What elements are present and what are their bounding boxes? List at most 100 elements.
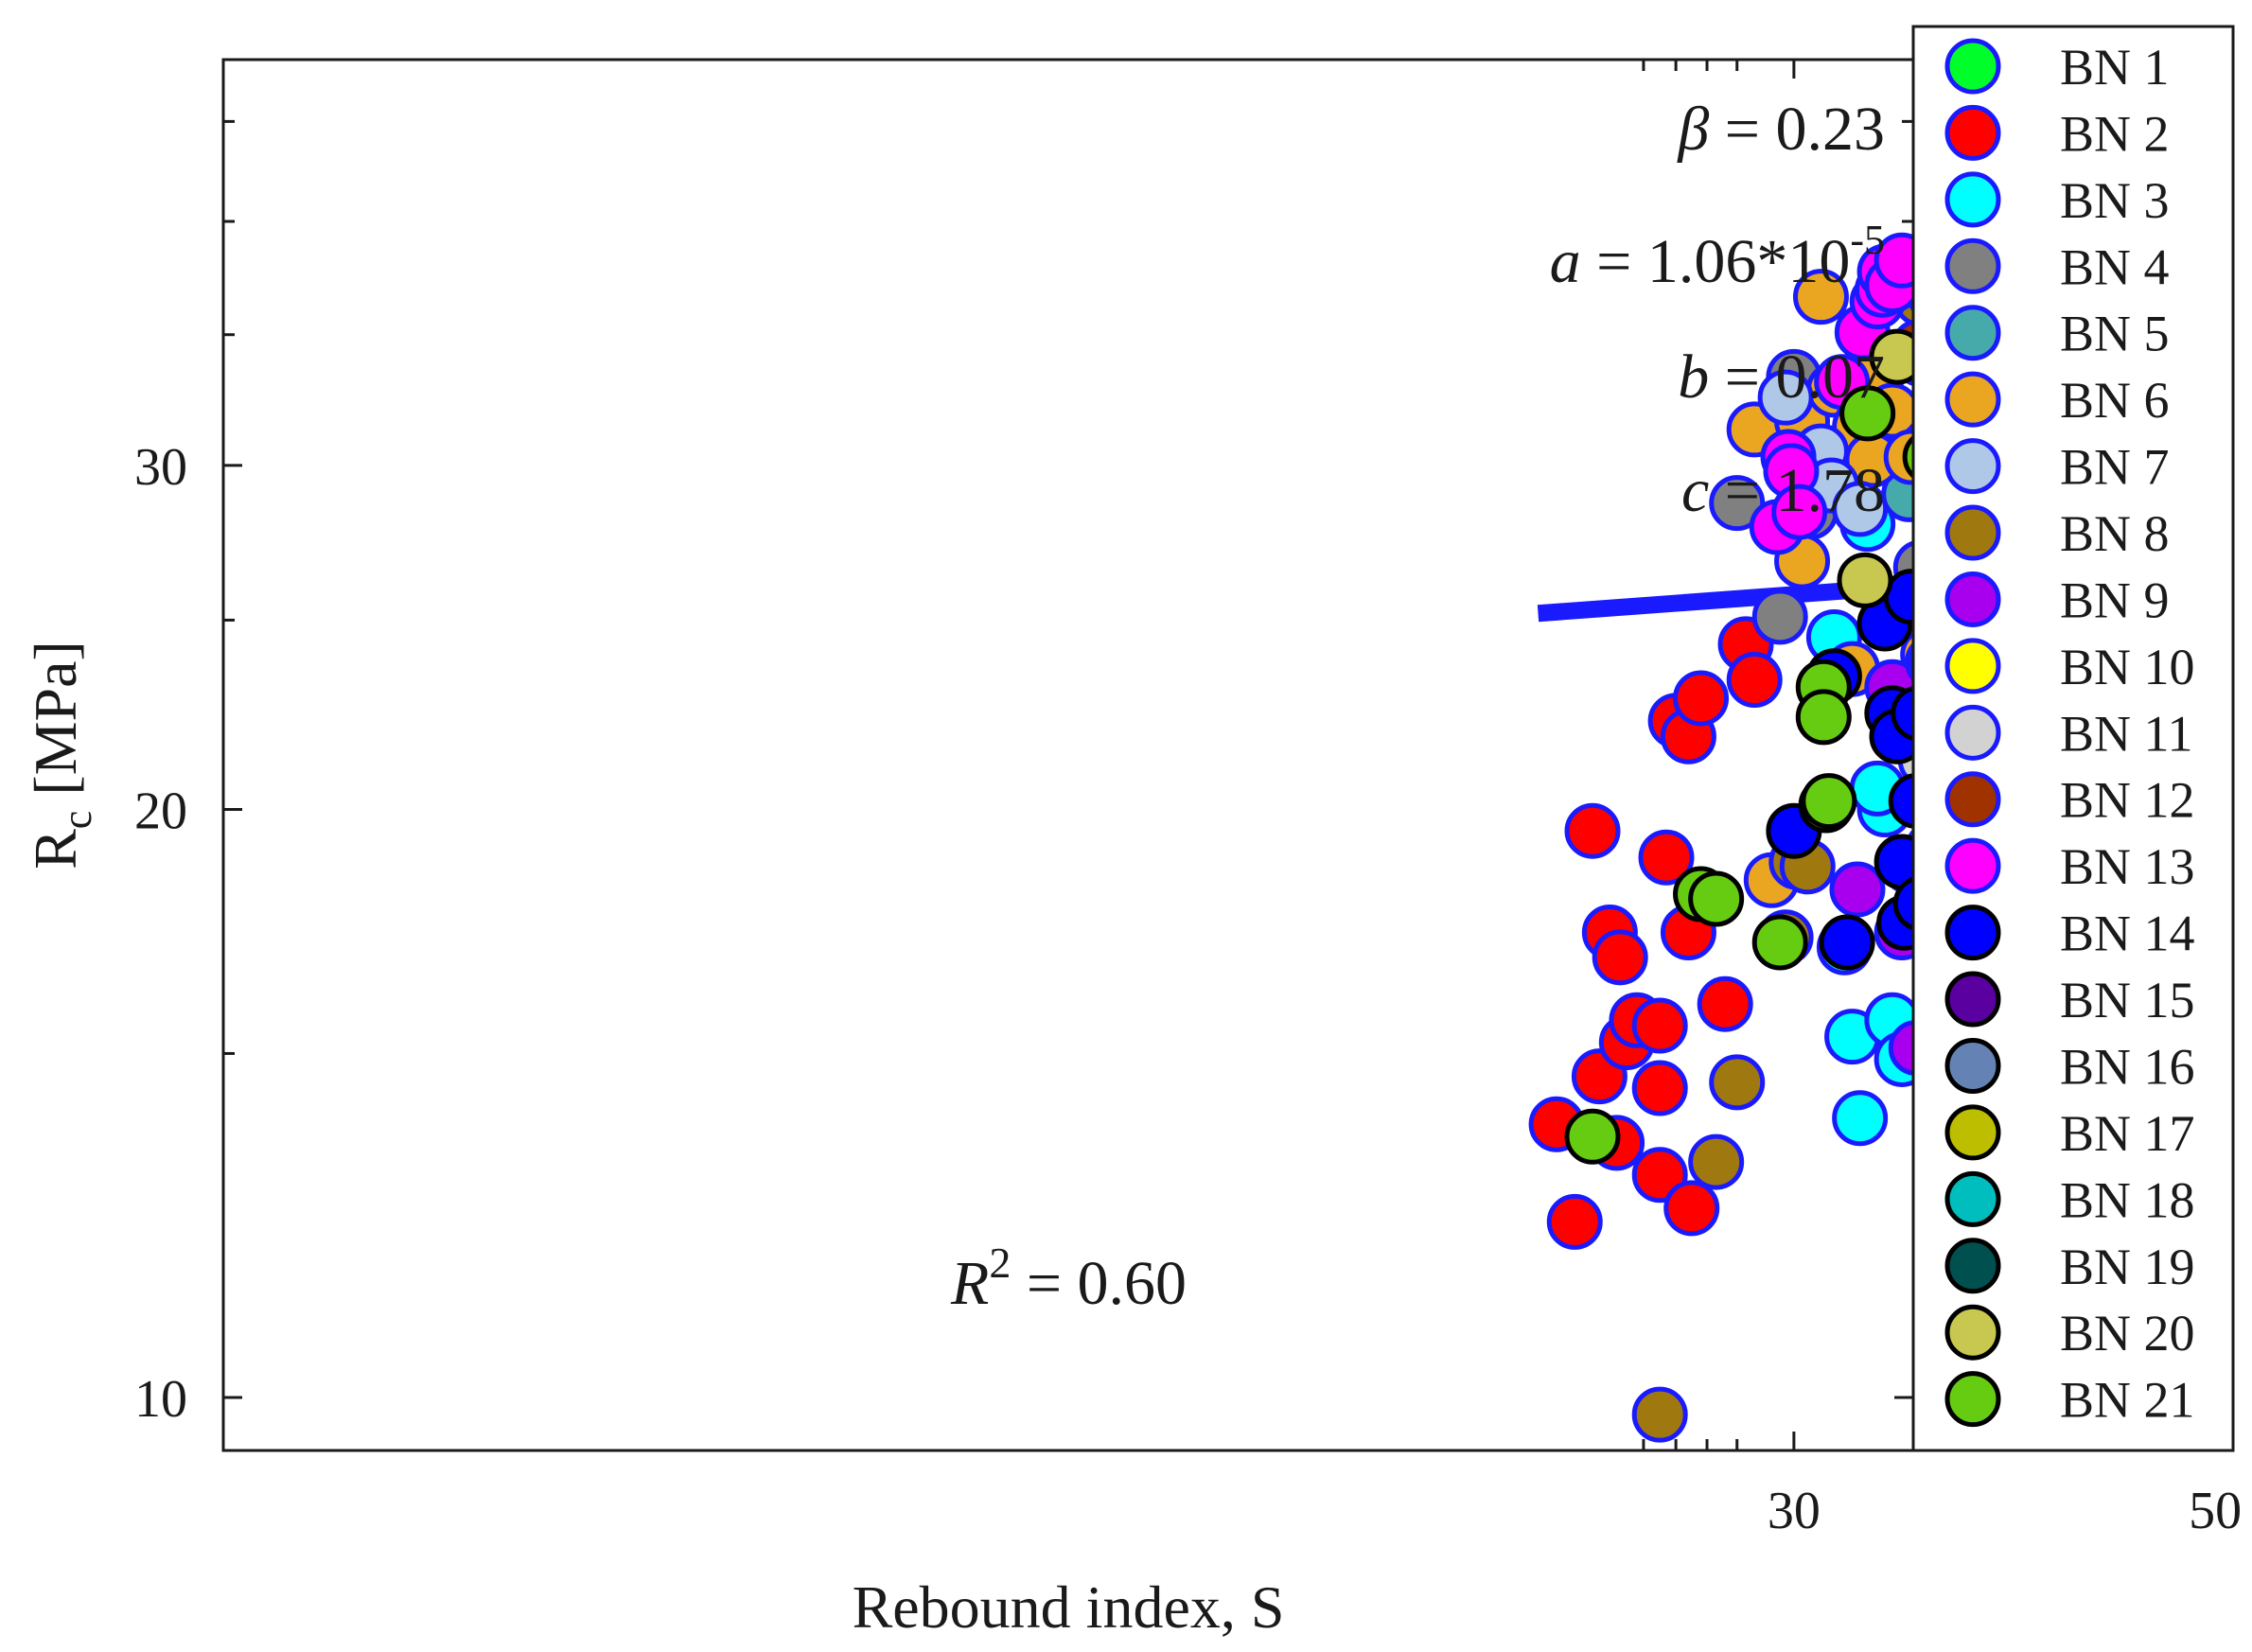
legend-label-bn-8: BN 8	[2060, 505, 2170, 562]
y-axis-label-subscript: c	[54, 811, 100, 830]
point-bn-2	[1546, 1193, 1603, 1250]
legend-label-bn-20: BN 20	[2060, 1305, 2195, 1362]
legend-marker-bn-11	[1944, 704, 2001, 761]
legend-marker-bn-14	[1944, 905, 2001, 961]
legend-marker-bn-20	[1944, 1304, 2001, 1361]
annotation-r2-exponent: 2	[989, 1239, 1011, 1287]
annotation-a-exponent: -5	[1850, 217, 1885, 263]
annotation-b: b = 0.07	[1678, 343, 1885, 412]
point-bn-2	[1726, 652, 1783, 709]
point-bn-9	[1829, 861, 1886, 918]
x-axis-label: Rebound index, S	[853, 1573, 1285, 1641]
point-bn-2	[1631, 1147, 1688, 1204]
point-bn-3	[1832, 1090, 1889, 1147]
annotation-r2-symbol: R	[950, 1249, 989, 1318]
legend-label-bn-6: BN 6	[2060, 372, 2170, 429]
y-tick-label: 30	[134, 438, 187, 497]
annotation-r2-text: = 0.60	[1011, 1249, 1187, 1318]
legend-label-bn-5: BN 5	[2060, 306, 2170, 362]
legend-label-bn-7: BN 7	[2060, 439, 2170, 496]
point-bn-21	[1801, 773, 1857, 830]
legend-label-bn-3: BN 3	[2060, 172, 2170, 229]
point-bn-7	[1757, 369, 1814, 426]
annotation-c-symbol: c	[1681, 456, 1709, 525]
legend-label-bn-17: BN 17	[2060, 1105, 2195, 1162]
legend-label-bn-1: BN 1	[2060, 39, 2170, 96]
point-bn-14	[1891, 685, 1913, 741]
legend-marker-bn-2	[1944, 104, 2001, 161]
point-bn-20	[1837, 552, 1893, 608]
annotation-a-text: = 1.06*10	[1581, 227, 1851, 296]
y-axis-label: Rc [MPa]	[22, 641, 100, 870]
legend-marker-bn-5	[1944, 305, 2001, 361]
legend-label-bn-2: BN 2	[2060, 105, 2170, 162]
annotation-a: a = 1.06*10-5	[1550, 217, 1885, 296]
annotation-b-text: = 0.07	[1709, 343, 1885, 412]
legend-marker-bn-12	[1944, 771, 2001, 828]
data-points	[1528, 232, 1913, 1443]
point-bn-2	[1673, 670, 1730, 727]
legend-marker-bn-13	[1944, 837, 2001, 894]
point-bn-2	[1697, 975, 1753, 1032]
legend-label-bn-14: BN 14	[2060, 905, 2195, 962]
annotation-c: c = 1.78	[1681, 456, 1885, 525]
legend-marker-bn-15	[1944, 971, 2001, 1028]
point-bn-4	[1751, 589, 1808, 645]
legend-label-bn-12: BN 12	[2060, 772, 2195, 829]
legend-label-bn-21: BN 21	[2060, 1372, 2195, 1429]
legend-marker-bn-9	[1944, 571, 2001, 627]
legend-marker-bn-8	[1944, 504, 2001, 561]
point-bn-2	[1638, 829, 1695, 886]
legend-label-bn-19: BN 19	[2060, 1239, 2195, 1295]
point-bn-21	[1564, 1108, 1621, 1165]
legend: BN 1 BN 2 BN 3 BN 4 BN 5 BN 6 BN 7 BN 8 BN 9 BN 1…	[1944, 38, 2195, 1429]
legend-marker-bn-17	[1944, 1104, 2001, 1161]
legend-marker-bn-6	[1944, 371, 2001, 428]
y-tick-label: 10	[134, 1370, 187, 1429]
point-bn-8	[1709, 1054, 1766, 1111]
point-bn-7	[1832, 481, 1889, 537]
point-bn-2	[1564, 802, 1621, 859]
legend-marker-bn-7	[1944, 438, 2001, 495]
legend-label-bn-18: BN 18	[2060, 1171, 2195, 1228]
annotation-beta-text: = 0.23	[1709, 95, 1885, 164]
point-bn-9	[1888, 1020, 1913, 1076]
legend-label-bn-16: BN 16	[2060, 1038, 2195, 1095]
point-bn-14	[1892, 876, 1913, 931]
annotation-r-squared: R2 = 0.60	[950, 1239, 1187, 1318]
point-bn-8	[1688, 1134, 1745, 1190]
legend-label-bn-9: BN 9	[2060, 571, 2170, 628]
annotation-b-symbol: b	[1678, 343, 1709, 412]
y-axis-label-main: R	[22, 829, 89, 870]
legend-label-bn-15: BN 15	[2060, 972, 2195, 1028]
point-bn-8	[1631, 1386, 1688, 1443]
point-bn-14	[1888, 773, 1913, 829]
point-bn-21	[1795, 689, 1852, 746]
point-bn-13	[1771, 483, 1828, 540]
legend-marker-bn-16	[1944, 1037, 2001, 1094]
point-bn-14	[1819, 914, 1875, 971]
point-bn-6	[1792, 269, 1849, 325]
legend-label-bn-11: BN 11	[2060, 705, 2193, 762]
point-bn-2	[1592, 929, 1648, 986]
point-bn-20	[1869, 328, 1913, 385]
legend-marker-bn-10	[1944, 638, 2001, 694]
legend-marker-bn-1	[1944, 38, 2001, 95]
point-bn-2	[1631, 1060, 1688, 1116]
legend-marker-bn-3	[1944, 171, 2001, 228]
annotation-beta-symbol: β	[1676, 95, 1709, 164]
x-tick-label: 30	[1768, 1482, 1821, 1540]
x-tick-label: 50	[2189, 1482, 2242, 1540]
legend-label-bn-10: BN 10	[2060, 639, 2195, 695]
annotation-beta: β = 0.23	[1676, 95, 1885, 164]
annotation-a-symbol: a	[1550, 227, 1581, 296]
point-bn-4	[1709, 475, 1766, 532]
legend-marker-bn-21	[1944, 1371, 2001, 1428]
legend-marker-bn-4	[1944, 237, 2001, 294]
axis-tick-labels: 3050100102030	[134, 438, 2242, 1540]
point-bn-2	[1631, 997, 1688, 1054]
legend-label-bn-4: BN 4	[2060, 238, 2170, 295]
y-axis-label-unit: [MPa]	[22, 641, 89, 811]
legend-marker-bn-19	[1944, 1238, 2001, 1294]
